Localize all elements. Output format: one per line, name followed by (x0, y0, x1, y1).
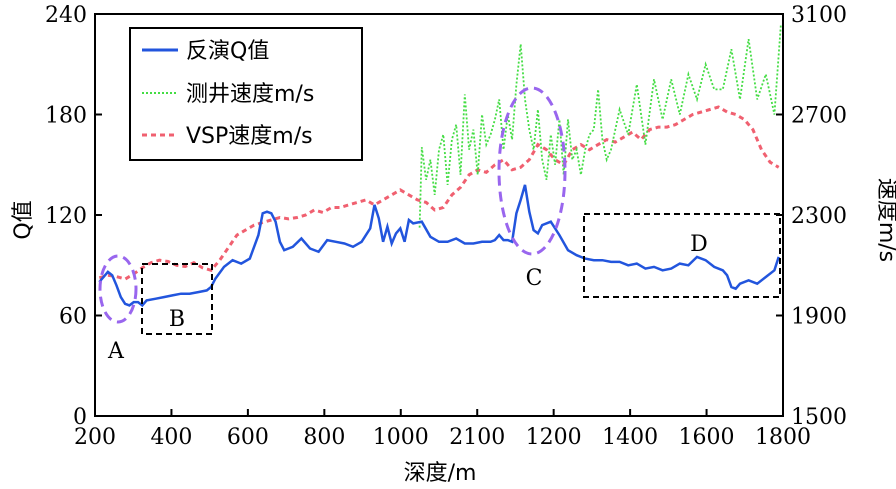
x-tick-label: 600 (227, 425, 269, 450)
x-tick-label: 1000 (373, 425, 429, 450)
x-tick-label: 1600 (679, 425, 735, 450)
legend: 反演Q值 测井速度m/s VSP速度m/s (129, 27, 363, 161)
y-axis-left-title: Q值 (11, 200, 36, 239)
y-left-tick-label: 60 (59, 305, 87, 330)
legend-label-vsp: VSP速度m/s (186, 124, 313, 149)
annotation-box-b (141, 263, 213, 335)
y-right-tick-label: 1900 (791, 305, 847, 330)
y-right-tick-label: 3100 (791, 3, 847, 28)
annotation-label-b: B (169, 307, 185, 332)
legend-label-q: 反演Q值 (186, 39, 269, 64)
x-tick-label: 800 (303, 425, 345, 450)
y-right-tick-label: 1500 (791, 405, 847, 430)
x-tick-label: 200 (74, 425, 116, 450)
axes: 200 400 600 800 1000 2100 1200 1400 1600 1800 0 60 1… (45, 3, 847, 450)
y-right-tick-label: 2700 (791, 104, 847, 129)
annotation-box-d (583, 213, 781, 298)
annotation-ellipse-c (497, 86, 567, 256)
y-right-tick-label: 2300 (791, 204, 847, 229)
y-left-tick-label: 120 (45, 204, 87, 229)
y-left-tick-label: 180 (45, 104, 87, 129)
series-line-well-velocity (418, 24, 782, 228)
y-left-tick-label: 240 (45, 3, 87, 28)
legend-label-well: 测井速度m/s (186, 82, 314, 107)
x-tick-label: 2100 (449, 425, 505, 450)
x-axis-title: 深度/m (404, 461, 477, 486)
series-line-vsp-velocity (98, 105, 780, 281)
series-line-q-value (98, 184, 780, 308)
y-axis-right-title: 速度m/s (874, 178, 896, 262)
annotation-label-d: D (690, 232, 708, 257)
y-left-tick-label: 0 (73, 405, 87, 430)
annotation-label-a: A (107, 339, 125, 364)
x-tick-label: 1800 (755, 425, 811, 450)
x-tick-label: 1200 (526, 425, 582, 450)
x-tick-label: 400 (150, 425, 192, 450)
x-tick-label: 1400 (602, 425, 658, 450)
annotation-ellipse-a (98, 254, 138, 324)
annotation-label-c: C (526, 266, 543, 291)
